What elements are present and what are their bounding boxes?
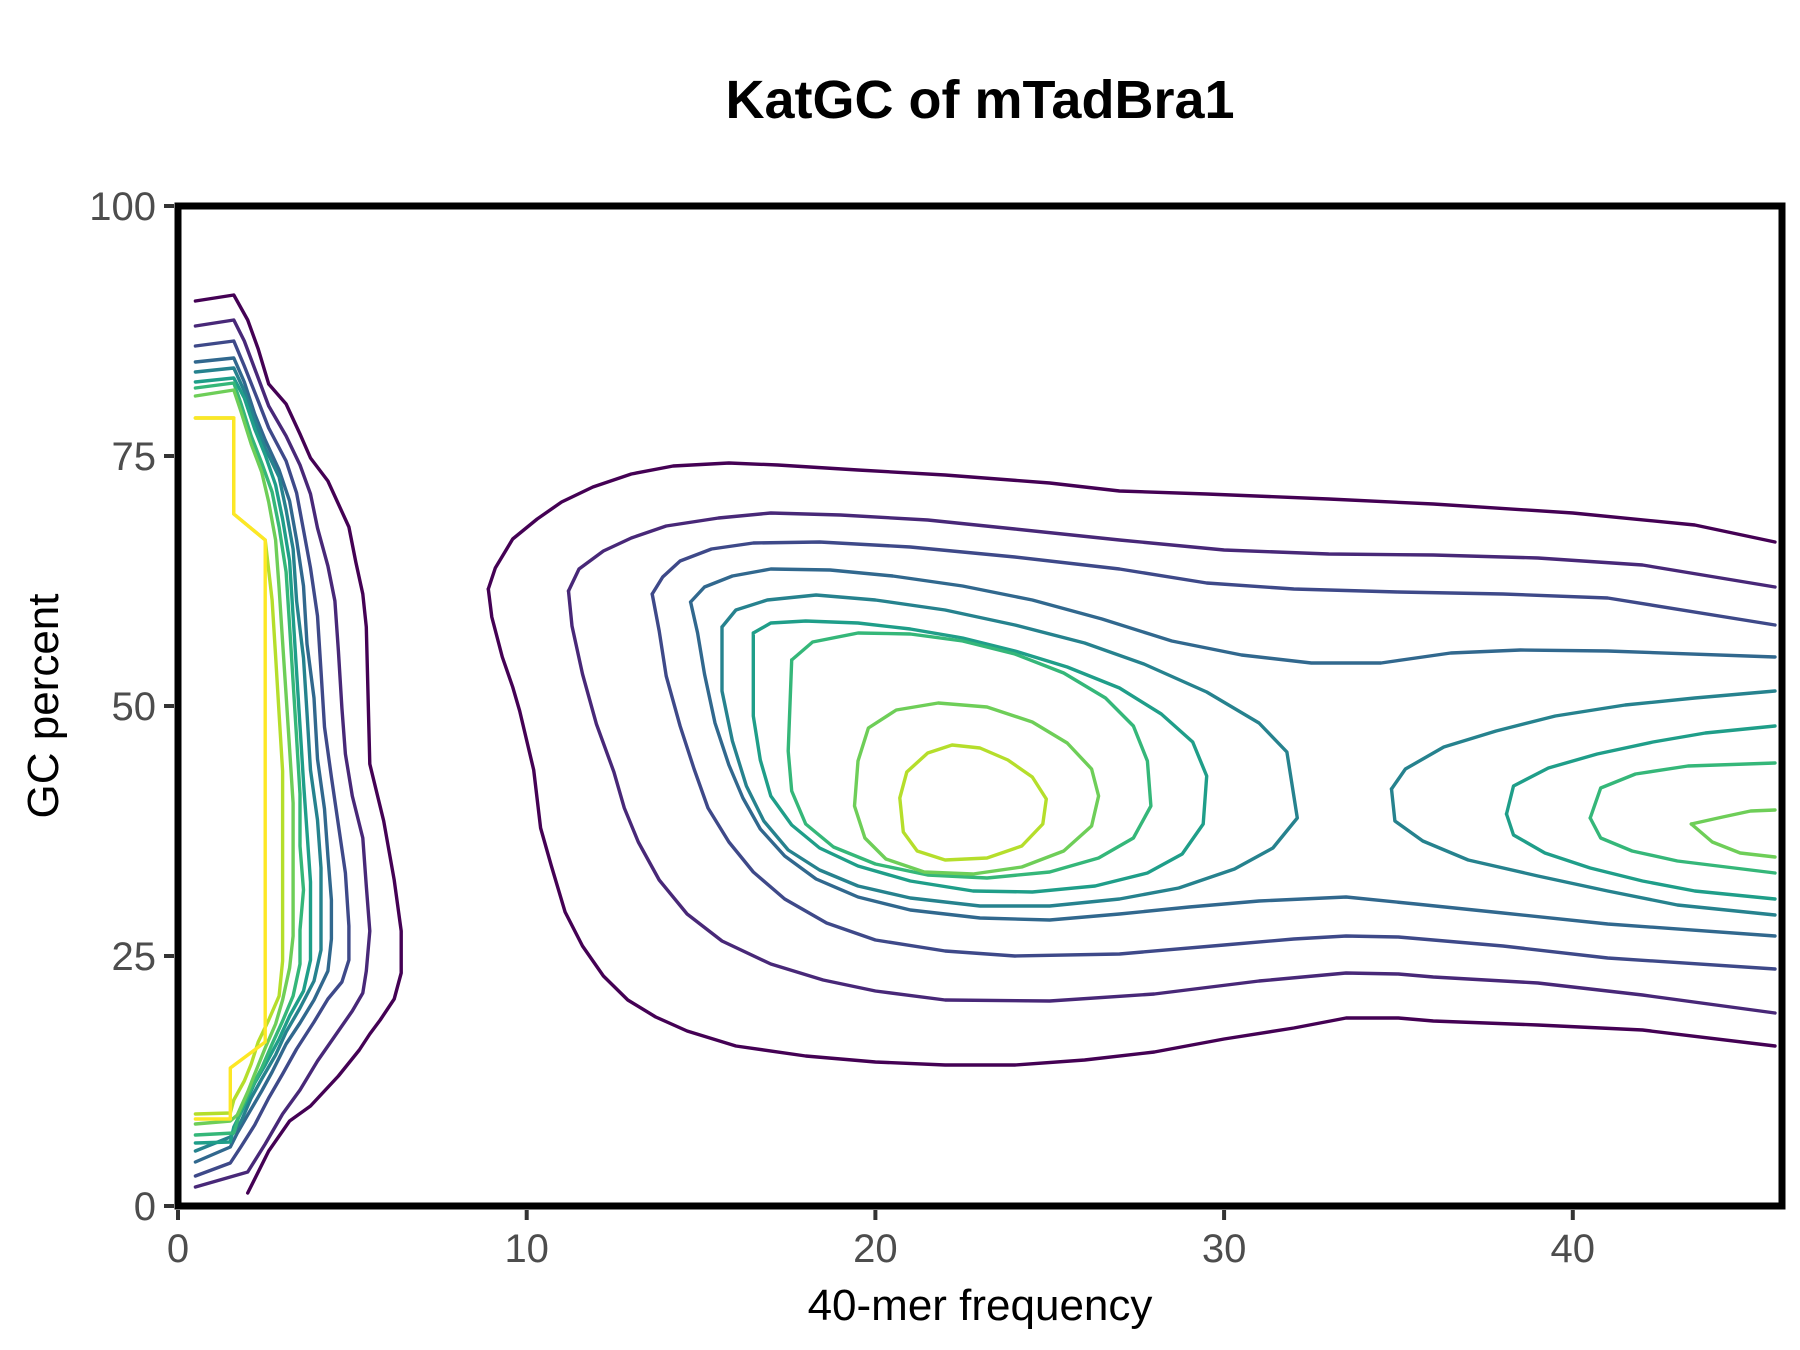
y-axis-title: GC percent — [19, 594, 68, 819]
contour-level-2-path-2 — [566, 511, 1777, 593]
contour-level-2-path-3 — [566, 589, 1777, 1015]
contour-level-4-path-2 — [688, 567, 1777, 665]
y-tick-label: 50 — [112, 685, 157, 729]
contour-level-4-path-3 — [688, 600, 1777, 938]
contour-level-10-path-1 — [193, 416, 267, 1121]
contour-level-6-path-3 — [1504, 724, 1777, 816]
contour-level-7-path-2 — [786, 631, 1153, 880]
x-tick-label: 30 — [1202, 1227, 1247, 1271]
contour-level-7-path-4 — [1588, 816, 1777, 875]
contour-level-8-path-4 — [1689, 822, 1777, 859]
x-tick-label: 20 — [853, 1227, 898, 1271]
contour-level-8-path-2 — [852, 701, 1101, 876]
contour-level-9-path-1 — [193, 416, 285, 1116]
x-tick-label: 0 — [167, 1227, 189, 1271]
contour-level-8-path-1 — [193, 388, 295, 1126]
y-tick-label: 25 — [112, 935, 157, 979]
y-tick-label: 100 — [89, 185, 156, 229]
contour-level-6-path-1 — [193, 376, 313, 1145]
x-axis: 0 10 20 30 40 — [167, 1210, 1595, 1271]
contour-level-6-path-4 — [1504, 812, 1777, 901]
x-axis-title: 40-mer frequency — [808, 1281, 1153, 1330]
contour-level-8-path-3 — [1689, 808, 1777, 826]
y-axis: 0 25 50 75 100 — [89, 185, 174, 1229]
x-tick-label: 10 — [504, 1227, 549, 1271]
contour-level-5-path-3 — [1389, 689, 1777, 791]
contour-level-1-path-3 — [486, 587, 1777, 1067]
contour-level-4-path-1 — [193, 356, 334, 1164]
y-tick-label: 0 — [134, 1185, 156, 1229]
contour-level-6-path-2 — [751, 619, 1209, 894]
contour-level-3-path-3 — [650, 592, 1777, 971]
contour-level-1-path-2 — [486, 461, 1777, 591]
contour-level-7-path-3 — [1588, 761, 1777, 820]
contour-level-1-path-1 — [193, 293, 403, 1195]
contour-level-5-path-2 — [720, 593, 1300, 908]
contour-level-2-path-1 — [193, 318, 372, 1189]
contour-level-5-path-1 — [193, 366, 323, 1153]
y-tick-label: 75 — [112, 435, 157, 479]
contour-level-3-path-2 — [650, 540, 1777, 627]
contour-level-5-path-4 — [1389, 787, 1777, 917]
contour-level-3-path-1 — [193, 339, 351, 1178]
plot-panel-border — [174, 202, 1786, 1210]
contour-lines — [193, 293, 1777, 1195]
contour-level-9-path-2 — [898, 743, 1049, 862]
x-tick-label: 40 — [1551, 1227, 1596, 1271]
chart-title: KatGC of mTadBra1 — [725, 70, 1234, 130]
contour-level-7-path-1 — [193, 381, 306, 1137]
